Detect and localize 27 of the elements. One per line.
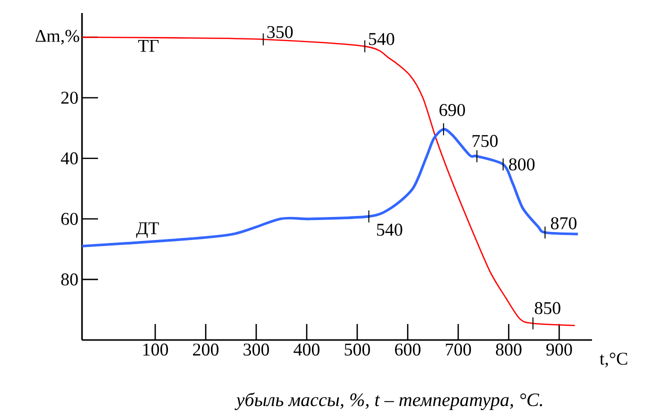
annotation: 850 <box>534 302 560 314</box>
annotation: 350 <box>267 26 293 38</box>
y-axis-title: Δm,% <box>36 30 80 45</box>
annotation: 690 <box>440 104 465 116</box>
x-tick-label: 900 <box>546 344 572 356</box>
x-tick-label: 200 <box>193 344 218 356</box>
y-tick-label: 40 <box>60 152 78 164</box>
line-series <box>80 128 580 248</box>
series-label: ДТ <box>136 222 159 238</box>
x-tick-label: 100 <box>143 344 168 356</box>
annotation: 750 <box>472 134 498 148</box>
x-tick-label: 700 <box>446 344 471 356</box>
annotation: 540 <box>369 33 394 46</box>
x-tick-label: 800 <box>496 344 522 356</box>
x-tick-label: 500 <box>344 344 370 356</box>
x-tick-label: 400 <box>294 344 320 356</box>
annotation: 800 <box>509 158 535 170</box>
x-tick-label: 600 <box>395 344 420 356</box>
y-tick-label: 20 <box>61 92 78 104</box>
y-tick-label: 60 <box>61 212 78 225</box>
text: убыль массы, %, t – температура, °C. <box>234 392 542 410</box>
series-label: ТГ <box>138 40 159 52</box>
y-tick-label: 80 <box>61 273 78 286</box>
annotation: 870 <box>550 217 576 230</box>
x-tick-label: 300 <box>244 344 269 356</box>
annotation: 540 <box>377 224 402 236</box>
x-axis-title: t,°C <box>600 352 628 368</box>
